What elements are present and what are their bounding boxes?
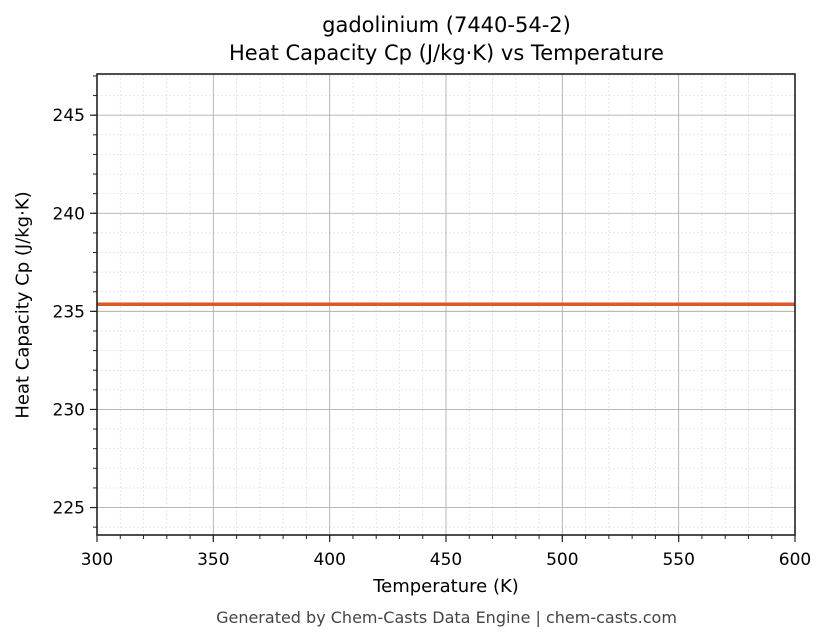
chart-subtitle: Heat Capacity Cp (J/kg·K) vs Temperature [229,41,664,65]
y-tick-label: 245 [53,106,85,126]
y-tick-label: 225 [53,499,85,519]
x-tick-label: 300 [81,550,113,570]
tick-labels: 300 350 400 450 500 550 600 225 230 235 240 245 [53,106,812,570]
y-tick-label: 235 [53,302,85,322]
x-tick-label: 600 [779,550,811,570]
x-tick-label: 400 [313,550,345,570]
x-axis-label: Temperature (K) [373,576,519,597]
x-tick-label: 500 [546,550,578,570]
x-tick-label: 450 [430,550,462,570]
footer-credit: Generated by Chem-Casts Data Engine | ch… [216,608,677,627]
chart-title: gadolinium (7440-54-2) [322,13,571,37]
x-tick-label: 350 [197,550,229,570]
y-tick-label: 240 [53,204,85,224]
x-tick-label: 550 [662,550,694,570]
y-tick-label: 230 [53,400,85,420]
axis-ticks [90,75,796,542]
y-axis-label: Heat Capacity Cp (J/kg·K) [12,191,34,419]
